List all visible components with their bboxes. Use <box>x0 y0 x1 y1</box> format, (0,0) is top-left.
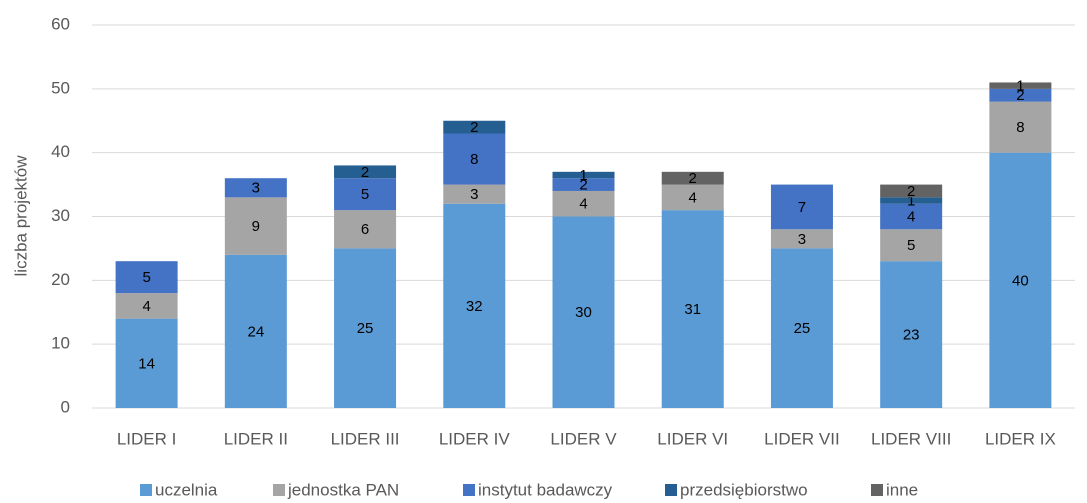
data-label: 2 <box>689 170 697 187</box>
legend-swatch <box>273 484 285 496</box>
data-label: 5 <box>142 269 150 286</box>
bar-segment <box>115 261 178 294</box>
data-label: 25 <box>794 320 811 337</box>
data-label: 6 <box>361 221 369 238</box>
y-tick-label: 60 <box>51 14 70 33</box>
bar-segment <box>661 184 724 211</box>
data-label: 2 <box>579 177 587 194</box>
x-tick-label: LIDER III <box>331 429 400 448</box>
bar-segment <box>880 197 943 204</box>
data-label: 30 <box>575 304 592 321</box>
x-tick-label: LIDER IV <box>439 429 511 448</box>
bar-segment <box>989 88 1052 102</box>
x-tick-label: LIDER I <box>117 429 177 448</box>
data-label: 1 <box>1016 78 1024 95</box>
bar-segment <box>989 82 1052 89</box>
bar-segment <box>989 101 1052 153</box>
x-tick-label: LIDER IX <box>985 429 1056 448</box>
bar-segment <box>224 254 287 408</box>
bar-segment <box>334 248 397 408</box>
data-label: 2 <box>1016 87 1024 104</box>
bar-segment <box>224 178 287 198</box>
data-label: 4 <box>689 189 697 206</box>
bar-segment <box>334 165 397 179</box>
data-label: 4 <box>142 298 150 315</box>
data-label: 1 <box>579 167 587 184</box>
bar-segment <box>661 210 724 408</box>
x-tick-label: LIDER VIII <box>871 429 951 448</box>
data-label: 5 <box>361 186 369 203</box>
bar-segment <box>115 293 178 319</box>
bar-segment <box>443 133 506 185</box>
legend-swatch <box>871 484 883 496</box>
data-label: 9 <box>252 218 260 235</box>
y-tick-label: 10 <box>51 334 70 353</box>
bar-segment <box>443 203 506 408</box>
y-tick-label: 30 <box>51 206 70 225</box>
bar-segment <box>443 184 506 204</box>
bar-segment <box>552 178 615 191</box>
legend-label: inne <box>886 480 918 499</box>
y-axis-label: liczba projektów <box>11 155 30 277</box>
bar-segment <box>552 171 615 179</box>
bar-segment <box>443 120 506 134</box>
y-tick-label: 0 <box>61 397 70 416</box>
x-tick-label: LIDER VII <box>764 429 840 448</box>
data-label: 31 <box>684 301 701 318</box>
data-label: 2 <box>361 164 369 181</box>
data-label: 32 <box>466 298 483 315</box>
bar-segment <box>770 184 833 230</box>
y-tick-label: 50 <box>51 78 70 97</box>
data-label: 4 <box>579 196 587 213</box>
bar-segment <box>661 171 724 185</box>
data-label: 7 <box>798 199 806 216</box>
data-label: 23 <box>903 327 920 344</box>
legend-label: jednostka PAN <box>287 480 399 499</box>
bar-segment <box>552 216 615 408</box>
legend-label: przedsiębiorstwo <box>680 480 808 499</box>
x-tick-label: LIDER II <box>224 429 288 448</box>
bar-segment <box>224 197 287 255</box>
bar-segment <box>880 184 943 198</box>
bar-segment <box>115 318 178 408</box>
y-tick-label: 20 <box>51 270 70 289</box>
legend-label: uczelnia <box>155 480 218 499</box>
legend-swatch <box>140 484 152 496</box>
bar-segment <box>770 229 833 249</box>
data-label: 2 <box>907 183 915 200</box>
data-label: 3 <box>798 231 806 248</box>
data-label: 14 <box>138 355 155 372</box>
bar-segment <box>334 210 397 249</box>
data-label: 5 <box>907 237 915 254</box>
bar-segment <box>880 261 943 408</box>
x-tick-label: LIDER VI <box>657 429 728 448</box>
data-label: 24 <box>247 323 264 340</box>
y-tick-label: 40 <box>51 142 70 161</box>
bar-segment <box>880 203 943 230</box>
data-label: 25 <box>357 320 374 337</box>
data-label: 3 <box>470 186 478 203</box>
data-label: 40 <box>1012 272 1029 289</box>
data-label: 4 <box>907 208 915 225</box>
x-tick-label: LIDER V <box>550 429 617 448</box>
bar-segment <box>552 190 615 217</box>
bar-segment <box>989 152 1052 408</box>
data-label: 2 <box>470 119 478 136</box>
legend-label: instytut badawczy <box>478 480 613 499</box>
data-label: 1 <box>907 193 915 210</box>
bar-segment <box>770 248 833 408</box>
data-label: 3 <box>252 180 260 197</box>
bar-segment <box>334 178 397 211</box>
data-label: 8 <box>1016 119 1024 136</box>
legend-swatch <box>463 484 475 496</box>
data-label: 8 <box>470 151 478 168</box>
legend-swatch <box>665 484 677 496</box>
bar-segment <box>880 229 943 262</box>
